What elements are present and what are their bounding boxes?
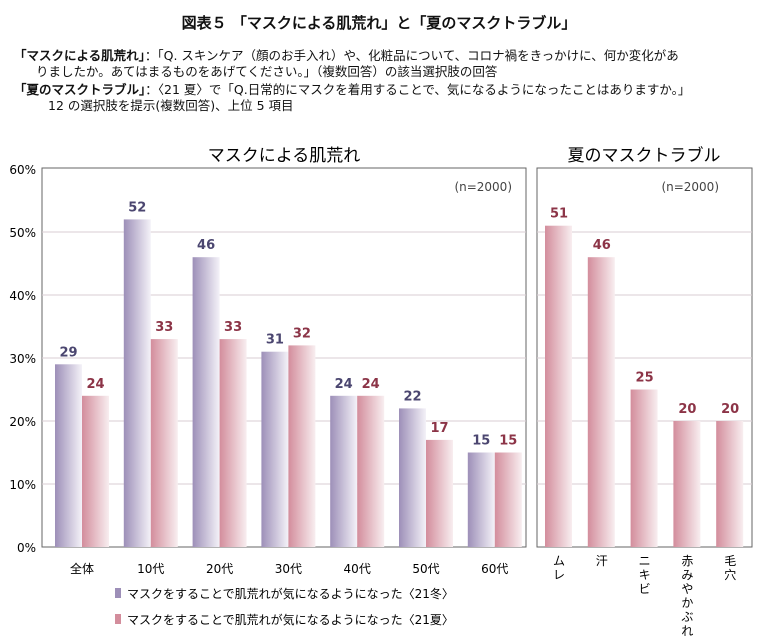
bar-winter <box>55 364 82 547</box>
bar-winter <box>192 257 220 547</box>
x-tick-label: 40代 <box>344 562 371 576</box>
x-tick-label: 全体 <box>70 561 94 576</box>
y-tick-label: 10% <box>9 478 36 492</box>
x-tick-label: 20代 <box>206 562 233 576</box>
bar-summer <box>288 345 316 547</box>
note-2-cont: 12 の選択肢を提示(複数回答)、上位 5 項目 <box>48 98 294 113</box>
x-tick-label: 10代 <box>137 562 164 576</box>
x-tick-label: ムレ <box>553 554 565 582</box>
note-1-label: 「マスクによる肌荒れ」 <box>14 48 145 63</box>
data-label: 22 <box>403 389 421 404</box>
bar-summer <box>673 421 701 547</box>
left-n-annotation: (n=2000) <box>454 180 512 194</box>
bar-summer <box>545 225 572 547</box>
y-tick-label: 50% <box>9 226 36 240</box>
data-label: 20 <box>721 402 739 417</box>
data-label: 31 <box>266 333 284 348</box>
bar-winter <box>330 395 358 547</box>
bar-summer <box>150 339 178 547</box>
data-label: 20 <box>678 402 696 417</box>
y-tick-label: 40% <box>9 289 36 303</box>
legend-label: マスクをすることで肌荒れが気になるようになった〈21夏〉 <box>127 612 454 627</box>
bar-winter <box>467 452 495 547</box>
data-label: 33 <box>155 320 173 335</box>
data-label: 33 <box>224 320 242 335</box>
data-label: 32 <box>293 326 311 341</box>
bar-winter <box>399 408 426 547</box>
bar-summer <box>716 421 744 547</box>
x-tick-label: 50代 <box>412 562 439 576</box>
left-chart-title: マスクによる肌荒れ <box>208 146 361 166</box>
data-label: 24 <box>86 377 104 392</box>
bar-summer <box>587 257 615 547</box>
x-tick-label: 毛穴 <box>724 554 736 582</box>
data-label: 15 <box>472 434 490 449</box>
bar-summer <box>630 389 658 547</box>
figure-title: 図表５ 「マスクによる肌荒れ」と「夏のマスクトラブル」 <box>181 14 577 32</box>
data-label: 25 <box>636 371 654 386</box>
y-tick-label: 30% <box>9 352 36 366</box>
bar-winter <box>123 219 151 547</box>
legend-swatch <box>115 588 121 598</box>
bar-winter <box>261 351 289 547</box>
legend-swatch <box>115 614 121 624</box>
bar-summer <box>494 452 522 547</box>
note-2-label: 「夏のマスクトラブル」 <box>14 82 146 97</box>
x-tick-label: 赤みやかぶれ <box>681 554 693 638</box>
x-tick-label: 60代 <box>481 562 508 576</box>
y-tick-label: 60% <box>9 163 36 177</box>
note-1-cont: りましたか。あてはまるものをあげてください。」（複数回答）の該当選択肢の回答 <box>36 64 498 79</box>
note-1: 「マスクによる肌荒れ」：「Q. スキンケア（顔のお手入れ）や、化粧品について、コ… <box>14 48 679 64</box>
y-tick-label: 20% <box>9 415 36 429</box>
bar-summer <box>82 395 109 547</box>
bar-summer <box>426 439 453 547</box>
data-label: 24 <box>362 377 380 392</box>
right-n-annotation: (n=2000) <box>661 180 719 194</box>
x-tick-label: ニキビ <box>639 554 651 596</box>
data-label: 46 <box>197 238 215 253</box>
x-tick-label: 汗 <box>596 554 608 568</box>
note-2: 「夏のマスクトラブル」：〈21 夏〉で「Q.日常的にマスクを着用することで、気に… <box>14 82 690 98</box>
data-label: 24 <box>335 377 353 392</box>
note-1-text: ：「Q. スキンケア（顔のお手入れ）や、化粧品について、コロナ禍をきっかけに、何… <box>144 48 679 63</box>
data-label: 15 <box>499 434 517 449</box>
x-tick-label: 30代 <box>275 562 302 576</box>
data-label: 29 <box>59 345 77 360</box>
y-tick-label: 0% <box>17 541 36 555</box>
data-label: 46 <box>593 238 611 253</box>
note-2-text: ：〈21 夏〉で「Q.日常的にマスクを着用することで、気になるようになったことは… <box>145 82 691 97</box>
right-chart-title: 夏のマスクトラブル <box>568 145 721 166</box>
legend-label: マスクをすることで肌荒れが気になるようになった〈21冬〉 <box>127 586 454 601</box>
data-label: 17 <box>430 421 448 436</box>
data-label: 52 <box>128 200 146 215</box>
data-label: 51 <box>550 207 568 222</box>
bar-summer <box>357 395 385 547</box>
bar-summer <box>219 339 247 547</box>
